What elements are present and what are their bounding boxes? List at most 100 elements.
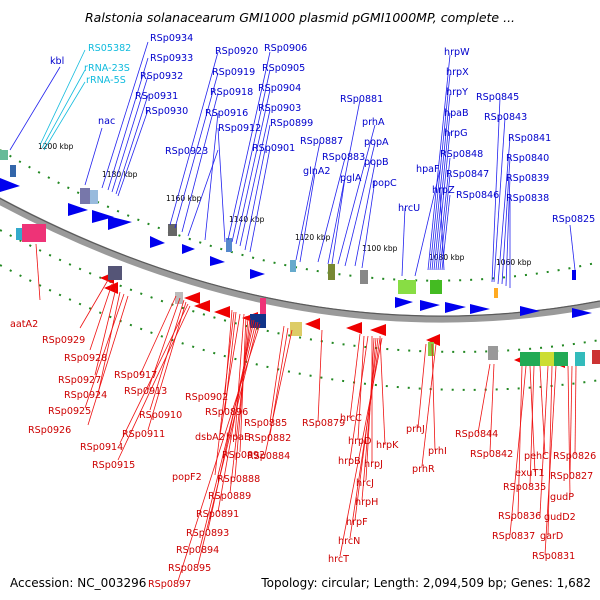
gene-label: RSp0839	[506, 173, 549, 184]
gene-label: RSp0891	[196, 509, 239, 520]
gene-label: hrcC	[340, 413, 362, 424]
gene-label: RSp0895	[168, 563, 211, 574]
gene-label: RSp0825	[552, 214, 595, 225]
tick-label: 1180 kbp	[102, 170, 138, 179]
gene-label: RSp0887	[300, 136, 343, 147]
gene-label: RSp0932	[140, 71, 183, 82]
gene-label: gudP	[550, 492, 574, 503]
gene-label: hrpZ	[432, 185, 455, 196]
gene-label: RSp0827	[550, 471, 593, 482]
gene-label: prhR	[412, 464, 435, 475]
kbp-ticks: 1200 kbp 1180 kbp 1160 kbp 1140 kbp 1120…	[38, 142, 532, 267]
gene-label: glnA2	[303, 166, 331, 177]
gene-label: popF2	[172, 472, 202, 483]
gene-label: RSp0920	[215, 46, 258, 57]
tick-label: 1080 kbp	[429, 253, 465, 262]
gene-label: RSp0933	[150, 53, 193, 64]
gene-label: RSp0903	[258, 103, 301, 114]
gene-label: RSp0847	[446, 169, 489, 180]
gene-label: RSp0836	[498, 511, 541, 522]
gene-label: hrpK	[376, 440, 399, 451]
gene-label: hpaE	[226, 432, 250, 443]
gene-label: hrpG	[444, 128, 468, 139]
gene-label: RSp0841	[508, 133, 551, 144]
gene-label: prhA	[362, 117, 385, 128]
gene-label: popC	[372, 178, 397, 189]
gene-label: RSp0884	[247, 451, 290, 462]
gene-label: RSp0912	[218, 123, 261, 134]
gene-label: hrpB	[338, 456, 361, 467]
plus-strand-genes	[0, 178, 592, 318]
gene-label: RSp0910	[139, 410, 182, 421]
gene-label: prhJ	[406, 424, 425, 435]
gene-label: RSp0902	[185, 392, 228, 403]
gene-label: RSp0927	[58, 375, 101, 386]
gene-label: rRNA-23S	[84, 63, 130, 74]
gene-label: RSp0883	[322, 152, 365, 163]
gene-label: RSp0917	[114, 370, 157, 381]
gene-label: hrcN	[338, 536, 360, 547]
gene-label: RSp0915	[92, 460, 135, 471]
gene-label: hpaB	[444, 108, 469, 119]
gene-label: RSp0840	[506, 153, 549, 164]
gene-label: RSp0904	[258, 83, 301, 94]
tick-label: 1140 kbp	[229, 215, 265, 224]
rna-labels: RS05382 rRNA-23S rRNA-5S	[84, 43, 131, 86]
gene-label: RSp0919	[212, 67, 255, 78]
gene-label: RSp0826	[553, 451, 596, 462]
gene-label: RS05382	[88, 43, 131, 54]
gene-label: kbl	[50, 56, 64, 67]
gene-label: garD	[540, 531, 563, 542]
gene-label: RSp0893	[186, 528, 229, 539]
gene-label: RSp0923	[165, 146, 208, 157]
gene-label: hpaF	[416, 164, 440, 175]
gene-label: RSp0929	[42, 335, 85, 346]
gene-label: pglA	[340, 173, 362, 184]
gene-label: RSp0916	[205, 108, 248, 119]
gene-label: hrcU	[398, 203, 420, 214]
gene-label: hrpY	[446, 87, 468, 98]
gene-label: popB	[364, 157, 389, 168]
gene-label: exuT1	[515, 468, 544, 479]
gene-label: hrcJ	[356, 478, 374, 489]
gene-label: RSp0897	[148, 579, 191, 590]
gene-label: RSp0848	[440, 149, 483, 160]
gene-label: RSp0879	[302, 418, 345, 429]
gene-label: aatA2	[10, 319, 38, 330]
gene-label: rRNA-5S	[86, 75, 126, 86]
gene-label: RSp0905	[262, 63, 305, 74]
minus-leaders	[35, 243, 577, 582]
gene-label: hrpH	[355, 497, 378, 508]
accession-text: Accession: NC_003296	[10, 576, 146, 590]
gene-label: hrpX	[446, 67, 469, 78]
feature-blocks-top	[0, 150, 498, 298]
plus-labels: kbl nac RSp0934 RSp0933 RSp0932 RSp0931 …	[50, 33, 595, 225]
gene-label: RSp0882	[248, 433, 291, 444]
gene-label: RSp0911	[122, 429, 165, 440]
gene-label: hrpW	[444, 47, 470, 58]
gene-label: RSp0926	[28, 425, 71, 436]
gene-label: nac	[98, 116, 115, 127]
gene-label: RSp0837	[492, 531, 535, 542]
gene-label: RSp0906	[264, 43, 307, 54]
gene-label: RSp0888	[217, 474, 260, 485]
gene-label: RSp0930	[145, 106, 188, 117]
gene-label: RSp0925	[48, 406, 91, 417]
tick-label: 1120 kbp	[295, 233, 331, 242]
gene-label: prhI	[428, 446, 447, 457]
tick-label: 1200 kbp	[38, 142, 74, 151]
gene-label: RSp0901	[252, 143, 295, 154]
plus-leaders	[9, 41, 576, 288]
gene-label: RSp0842	[470, 449, 513, 460]
gene-label: RSp0928	[64, 353, 107, 364]
gene-label: RSp0894	[176, 545, 219, 556]
tick-label: 1100 kbp	[362, 244, 398, 253]
gene-label: hrpJ	[364, 459, 383, 470]
gene-label: RSp0881	[340, 94, 383, 105]
gene-label: RSp0885	[244, 418, 287, 429]
tick-label: 1160 kbp	[166, 194, 202, 203]
gene-label: RSp0889	[208, 491, 251, 502]
gene-label: RSp0843	[484, 112, 527, 123]
gene-label: RSp0892	[222, 450, 265, 461]
